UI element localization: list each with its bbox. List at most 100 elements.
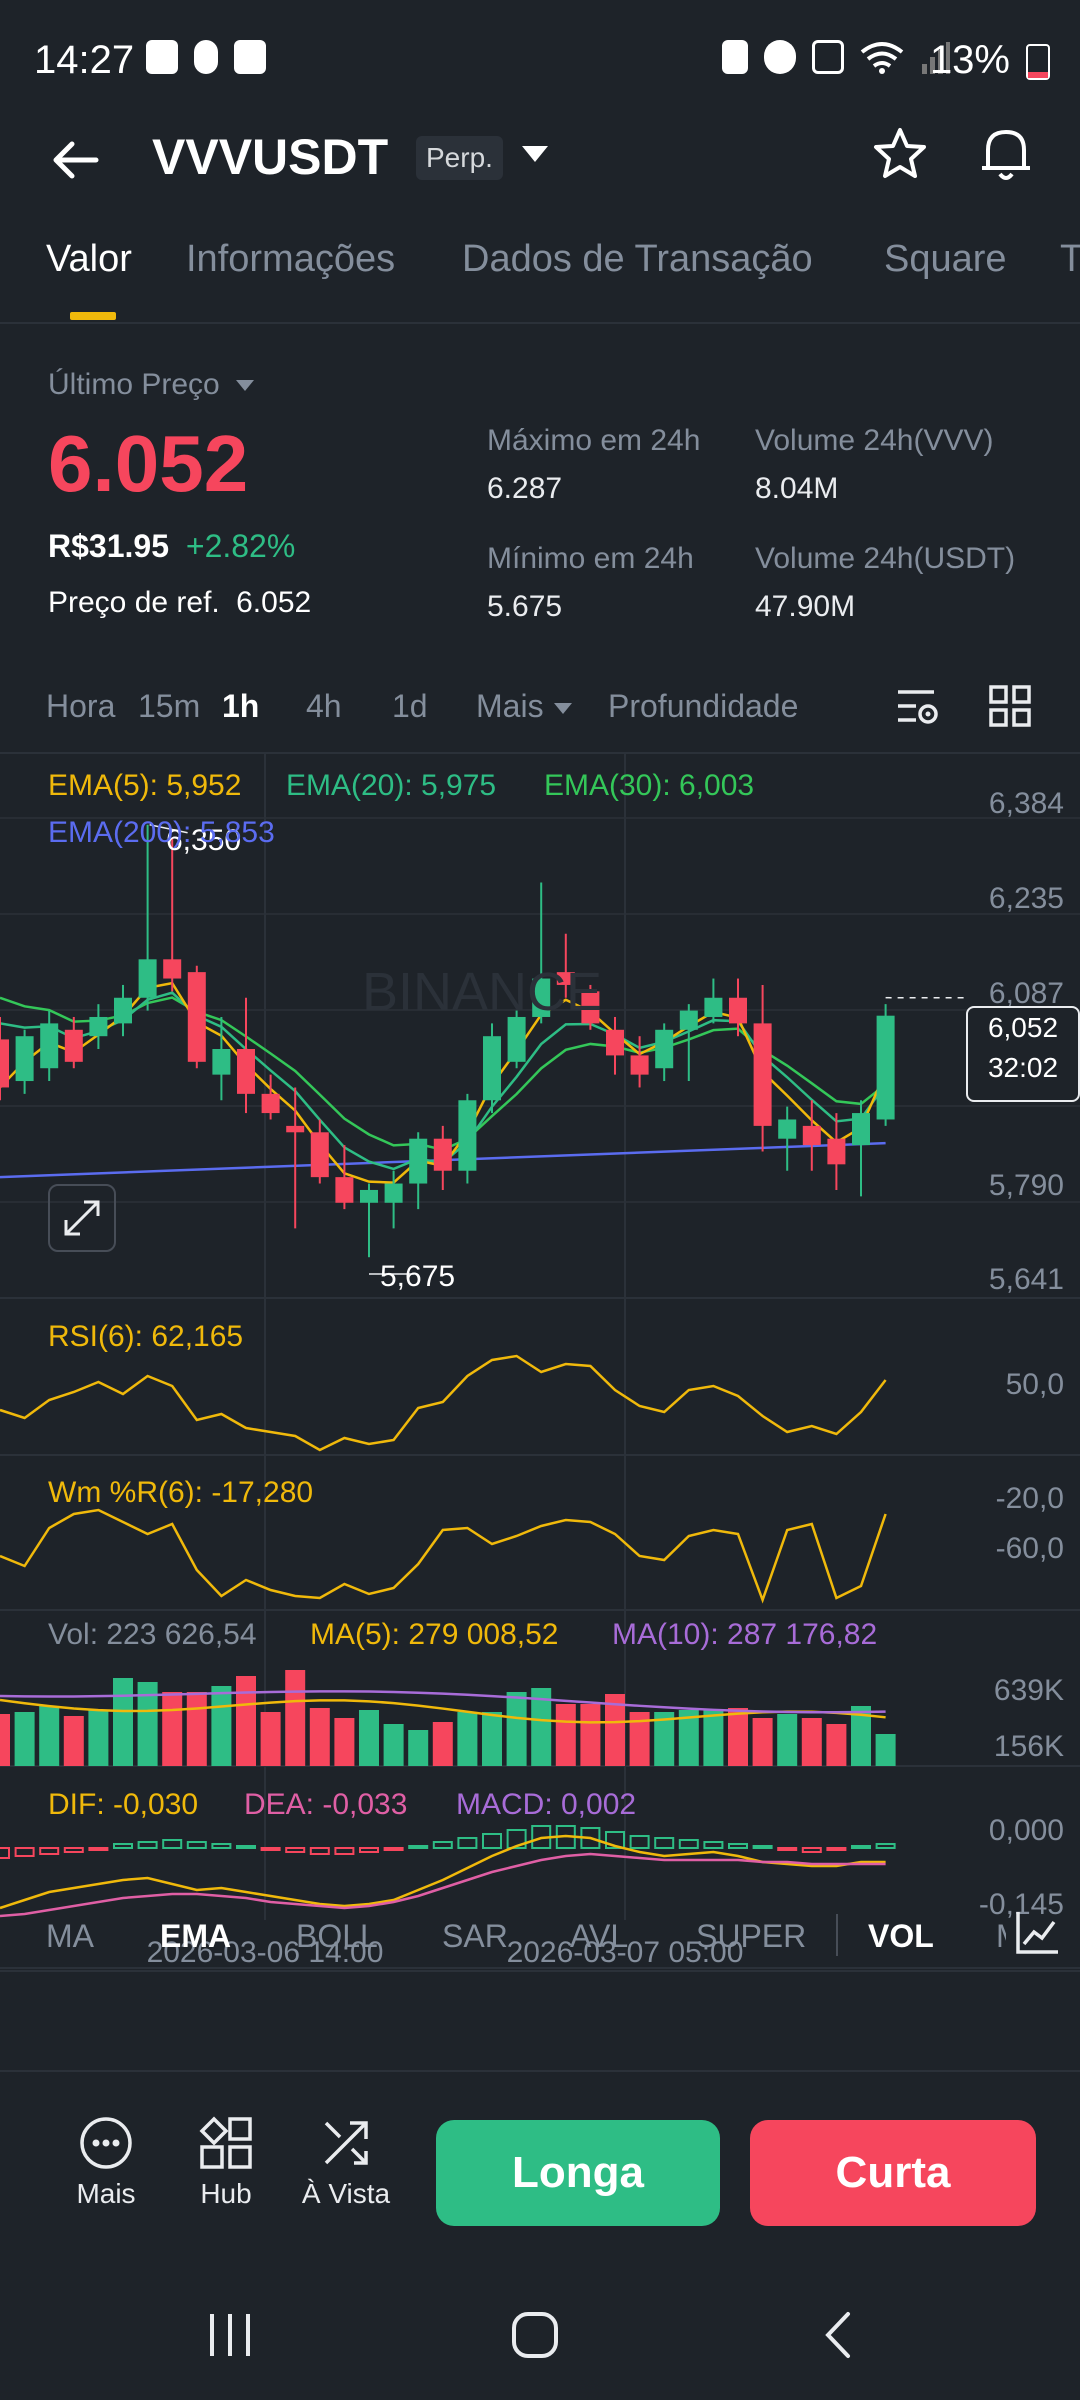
candle-body: [581, 991, 600, 1024]
price-axis-tick: 6,384: [989, 787, 1064, 820]
volume-bar: [211, 1686, 232, 1766]
volume-bar: [14, 1712, 35, 1766]
volume-bar: [186, 1692, 207, 1766]
spot-label: À Vista: [301, 2178, 391, 2209]
volume-bar: [555, 1704, 576, 1766]
indicator-chart-icon[interactable]: [1012, 1908, 1062, 1963]
candle-body: [261, 1093, 280, 1114]
macd-histogram-bar: [728, 1843, 748, 1849]
tf-4h[interactable]: 4h: [306, 688, 342, 724]
alert-bell-icon[interactable]: [976, 122, 1036, 191]
tab-informacoes[interactable]: Informações: [186, 238, 396, 280]
ind-vol[interactable]: VOL: [868, 1918, 934, 1954]
tab-dados-transacao[interactable]: Dados de Transação: [462, 238, 813, 280]
candle-body: [729, 997, 747, 1024]
volume-bar: [531, 1688, 552, 1766]
tabs-divider: [0, 322, 1080, 324]
volume-bar: [113, 1678, 133, 1766]
candle-body: [556, 972, 575, 985]
ind-more[interactable]: M: [996, 1918, 1006, 1955]
candle-body: [384, 1183, 403, 1203]
ind-super[interactable]: SUPER: [696, 1918, 807, 1954]
battery-saver-icon: [722, 40, 748, 74]
short-button[interactable]: Curta: [750, 2120, 1036, 2226]
x-axis-tick: 2026-03-07 05:00: [507, 1936, 744, 1969]
fiat-price: R$31.95: [48, 528, 169, 564]
candle-body: [458, 1100, 477, 1171]
chart-settings-icon[interactable]: [894, 684, 942, 733]
legend-vol: Vol: 223 626,54: [48, 1618, 257, 1651]
layout-grid-icon[interactable]: [988, 684, 1032, 733]
symbol-title[interactable]: VVVUSDT: [152, 129, 389, 185]
volume-bar: [383, 1724, 404, 1766]
tf-depth[interactable]: Profundidade: [608, 688, 799, 724]
candle-body: [876, 1015, 895, 1120]
ref-price-label: Preço de ref.: [48, 586, 220, 619]
candle-body: [15, 1036, 34, 1082]
ind-sar[interactable]: SAR: [442, 1918, 508, 1954]
perp-badge: Perp.: [416, 136, 503, 180]
macd-histogram-bar: [260, 1847, 281, 1851]
macd-histogram-bar: [383, 1847, 404, 1851]
candle-body: [40, 1023, 59, 1069]
tab-more[interactable]: T: [1060, 238, 1080, 280]
ind-avl[interactable]: AVL: [570, 1918, 629, 1954]
tf-hora[interactable]: Hora: [46, 688, 116, 724]
high-24h-value: 6.287: [487, 472, 563, 505]
fiat-row: R$31.95 +2.82%: [48, 528, 295, 565]
long-button[interactable]: Longa: [436, 2120, 720, 2226]
last-price-label[interactable]: Último Preço: [48, 368, 256, 402]
volume-bar: [801, 1718, 822, 1766]
legend-dea: DEA: -0,033: [244, 1788, 407, 1821]
hub-button[interactable]: Hub: [190, 2115, 262, 2210]
macd-histogram-bar: [162, 1839, 183, 1849]
vol-ma10-line: [0, 1690, 886, 1714]
macd-histogram-bar: [0, 1847, 10, 1859]
candle-body: [237, 1049, 255, 1094]
signal-icon: [920, 40, 950, 74]
symbol-dropdown-icon[interactable]: [520, 144, 550, 171]
macd-histogram-bar: [39, 1847, 60, 1855]
tf-1h[interactable]: 1h: [222, 688, 260, 724]
high-marker-line: [149, 824, 188, 834]
macd-histogram-bar: [211, 1843, 232, 1849]
macd-histogram-bar: [482, 1833, 502, 1849]
volume-bar: [482, 1712, 502, 1766]
spot-button[interactable]: À Vista: [296, 2115, 396, 2210]
candle-body: [138, 959, 157, 998]
tf-more[interactable]: Mais: [476, 688, 574, 725]
main-tabs: Valor Informações Dados de Transação Squ…: [0, 238, 1080, 322]
back-arrow-icon[interactable]: [46, 130, 106, 190]
tab-valor[interactable]: Valor: [46, 238, 132, 280]
ind-ma[interactable]: MA: [46, 1918, 94, 1954]
candle-body: [187, 972, 206, 1062]
macd-histogram-bar: [826, 1847, 847, 1851]
kline-chart[interactable]: 6,350 5,675 BINANCE 6,384 6,235 6,087 5,790 5,6…: [0, 0, 1080, 2000]
tab-square[interactable]: Square: [884, 238, 1007, 280]
dif-line: [0, 1834, 886, 1910]
favorite-star-icon[interactable]: [870, 124, 930, 189]
tf-1d[interactable]: 1d: [392, 688, 428, 724]
macd-histogram-bar: [88, 1847, 109, 1851]
watermark: BINANCE: [362, 962, 602, 1022]
macd-histogram-bar: [654, 1837, 675, 1849]
more-button[interactable]: Mais: [66, 2115, 146, 2210]
price-axis-tick: 5,641: [989, 1263, 1064, 1296]
ind-ema[interactable]: EMA: [160, 1918, 232, 1954]
volume-bar: [309, 1708, 330, 1766]
macd-histogram-bar: [408, 1845, 429, 1849]
candle-body: [286, 1125, 305, 1133]
recent-apps-icon[interactable]: [206, 2310, 256, 2365]
back-icon[interactable]: [818, 2310, 858, 2365]
home-icon[interactable]: [510, 2310, 560, 2365]
active-tab-indicator: [70, 312, 116, 320]
ind-boll[interactable]: BOLL: [296, 1918, 378, 1954]
macd-histogram-bar: [457, 1837, 478, 1849]
more-caret-icon: [554, 703, 573, 714]
tf-15m[interactable]: 15m: [138, 688, 201, 724]
fullscreen-expand-icon[interactable]: [48, 1184, 116, 1252]
macd-histogram-bar: [236, 1845, 256, 1849]
legend-ema30: EMA(30): 6,003: [544, 769, 754, 802]
volume-bar: [629, 1712, 650, 1766]
hub-label: Hub: [200, 2178, 252, 2209]
